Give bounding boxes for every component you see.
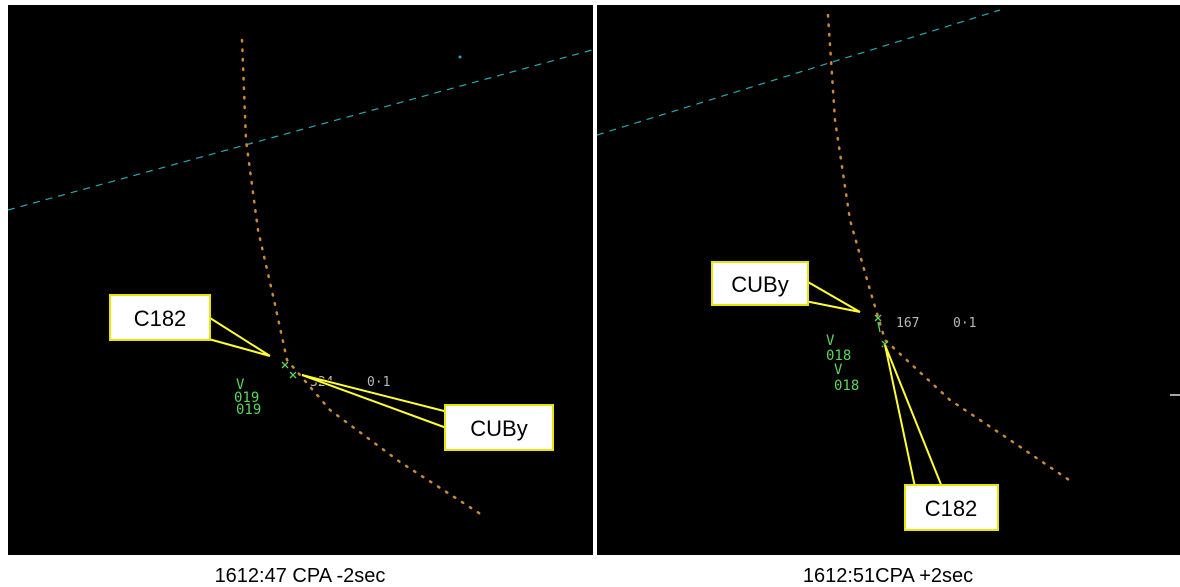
radar-text: 167 <box>896 316 919 331</box>
radar-panel-left <box>8 5 593 555</box>
caption: 1612:51CPA +2sec <box>803 565 973 587</box>
callout-label: C182 <box>925 496 978 521</box>
radar-text: 0·1 <box>953 316 976 331</box>
radar-text: V <box>834 362 843 378</box>
radar-panel-right <box>597 5 1180 555</box>
callout-label: C182 <box>134 306 187 331</box>
radar-text: 019 <box>236 402 261 418</box>
radar-text: 0·1 <box>367 375 390 390</box>
callout-label: CUBy <box>731 272 788 297</box>
figure: 324 0·1 V 019 019 C182 CUBy 1612:47 CPA … <box>0 0 1180 587</box>
radar-text: 018 <box>834 378 859 394</box>
radar-text: V <box>826 333 835 349</box>
caption: 1612:47 CPA -2sec <box>215 565 386 587</box>
dot <box>459 56 462 59</box>
callout-label: CUBy <box>470 416 527 441</box>
